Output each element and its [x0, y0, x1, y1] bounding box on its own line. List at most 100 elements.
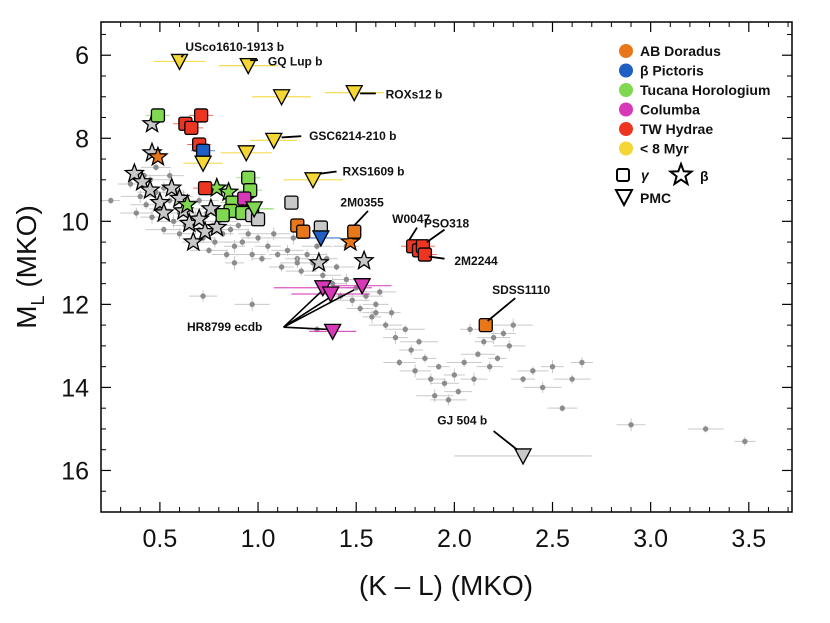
- field-point: [369, 314, 375, 320]
- x-tick-label: 3.5: [731, 525, 766, 553]
- field-point: [382, 322, 389, 328]
- beta-star: [131, 170, 154, 192]
- beta-star: [308, 251, 330, 273]
- gamma-square: [296, 224, 311, 239]
- pmc-triangle: [321, 286, 340, 304]
- beta-star: [160, 176, 183, 198]
- x-tick-label: 1.0: [241, 525, 276, 553]
- field-point: [314, 243, 320, 249]
- field-point: [278, 264, 285, 270]
- gamma-square: [347, 224, 362, 239]
- annotation-line: [320, 170, 337, 175]
- field-point: [333, 264, 340, 270]
- field-point: [259, 255, 265, 262]
- gamma-square: [478, 317, 493, 333]
- beta-star: [176, 193, 199, 214]
- field-point: [231, 243, 238, 249]
- y-tick-label: 10: [61, 208, 89, 236]
- field-point: [388, 309, 395, 316]
- legend-marker: [619, 122, 633, 136]
- annotations: USco1610-1913 bGQ Lup b ROXs12 b GSC6214-2…: [180, 40, 550, 451]
- field-point: [127, 181, 134, 187]
- pmc-triangle: [239, 57, 258, 75]
- field-point: [265, 243, 271, 249]
- field-point: [500, 330, 507, 337]
- field-point: [530, 368, 536, 374]
- beta-star: [147, 145, 169, 167]
- pmc-triangle: [345, 84, 364, 102]
- field-point: [373, 309, 379, 316]
- field-point: [223, 251, 230, 258]
- field-point: [559, 405, 566, 411]
- field-point: [329, 280, 336, 287]
- hr8799-line: [283, 326, 327, 331]
- field-point: [435, 363, 442, 370]
- field-point: [520, 376, 526, 382]
- field-point: [481, 339, 487, 345]
- legend-beta-star: [667, 161, 695, 187]
- field-point: [467, 326, 473, 332]
- legend-pmc-triangle: [614, 189, 634, 208]
- field-point: [402, 326, 408, 332]
- field-point: [396, 359, 403, 366]
- field-point: [153, 164, 159, 171]
- field-point: [702, 426, 709, 432]
- field-point: [461, 359, 467, 366]
- pmc-triangle: [303, 172, 323, 190]
- annotation-line: [281, 135, 302, 139]
- field-point: [490, 334, 497, 341]
- legend-gamma-label: γ: [641, 167, 650, 183]
- field-point: [539, 384, 546, 391]
- field-point: [274, 251, 281, 258]
- annotation-line: [408, 227, 418, 241]
- field-point: [628, 422, 634, 428]
- y-axis-title: ML (MKO): [11, 205, 48, 329]
- legend-marker: [619, 141, 633, 156]
- annotation-line: [353, 210, 369, 227]
- field-point: [392, 334, 399, 341]
- gamma-square: [215, 207, 230, 223]
- field-point: [239, 239, 246, 245]
- x-axis-title: (K – L) (MKO): [359, 570, 533, 601]
- beta-star: [339, 230, 362, 252]
- legend-label: β Pictoris: [640, 63, 704, 79]
- pmc-triangle: [193, 155, 213, 173]
- gamma-square: [195, 143, 211, 158]
- y-tick-label: 16: [61, 457, 89, 485]
- field-point: [549, 363, 556, 370]
- field-point: [108, 197, 114, 204]
- pmc-triangle: [245, 201, 264, 219]
- annotation-label: SDSS1110: [492, 283, 550, 297]
- x-tick-label: 1.5: [339, 525, 374, 553]
- field-point: [445, 397, 452, 403]
- legend-marker: [619, 44, 633, 58]
- annotation-label: GJ 504 b: [437, 414, 487, 428]
- field-point: [176, 231, 183, 237]
- annotation-line: [428, 255, 445, 260]
- gamma-square: [193, 108, 209, 123]
- gamma-square: [197, 180, 213, 196]
- field-point: [290, 235, 297, 241]
- legend-beta-label: β: [700, 168, 709, 184]
- beta-star: [149, 191, 171, 212]
- annotation-label: PSO318: [424, 216, 470, 230]
- field-point: [249, 301, 255, 308]
- annotation-label: RXS1609 b: [342, 164, 404, 178]
- field-point: [245, 231, 251, 237]
- field-point: [377, 289, 383, 295]
- field-point: [212, 239, 218, 245]
- field-point: [475, 351, 481, 357]
- field-point: [196, 197, 202, 204]
- legend-label: TW Hydrae: [640, 121, 713, 137]
- field-point: [408, 347, 414, 353]
- field-point: [231, 260, 238, 266]
- field-point: [357, 305, 363, 312]
- annotation-label: W0047: [392, 212, 430, 226]
- field-point: [343, 276, 350, 283]
- field-point: [284, 247, 291, 254]
- legend: AB Doradus β Pictoris Tucana Horologium Col…: [614, 43, 770, 208]
- y-tick-label: 8: [75, 125, 89, 153]
- field-point: [742, 438, 748, 445]
- field-point: [451, 372, 458, 378]
- pmc-triangle: [353, 278, 372, 296]
